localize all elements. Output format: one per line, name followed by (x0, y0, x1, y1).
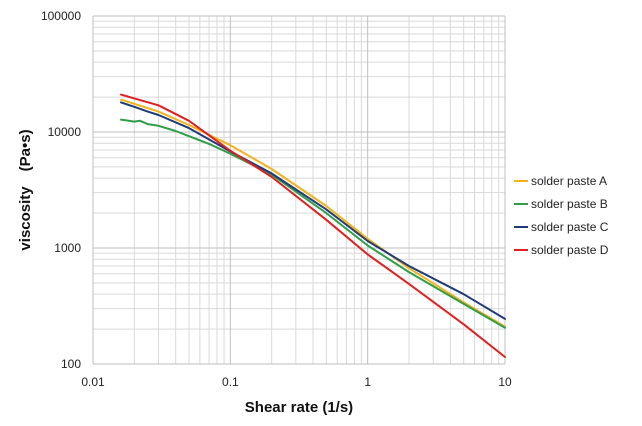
y-tick-label: 100 (61, 357, 81, 371)
y-tick-label: 1000 (54, 241, 81, 255)
x-tick-label: 0.01 (81, 375, 105, 389)
series-line-1 (120, 98, 506, 328)
y-tick-label: 100000 (41, 9, 81, 23)
x-axis-title: Shear rate (1/s) (245, 399, 353, 416)
legend: solder paste A solder paste B solder paste… (514, 174, 609, 257)
legend-label: solder paste B (531, 197, 608, 211)
legend-label: solder paste D (531, 243, 609, 257)
legend-label: solder paste C (531, 220, 609, 234)
series-line-3 (120, 101, 506, 320)
y-tick-label: 10000 (48, 125, 82, 139)
major-gridlines (92, 15, 506, 365)
y-tick-labels: 100 1000 10000 100000 (41, 9, 81, 371)
series-line-4 (120, 93, 506, 358)
series-line-2 (120, 118, 506, 329)
y-axis-title: viscosity (Pa•s) (17, 129, 34, 250)
x-tick-label: 1 (364, 375, 371, 389)
legend-label: solder paste A (531, 174, 607, 188)
x-tick-labels: 0.01 0.1 1 10 (81, 375, 512, 389)
x-tick-label: 0.1 (222, 375, 239, 389)
x-tick-label: 10 (498, 375, 512, 389)
series-lines (120, 93, 506, 358)
